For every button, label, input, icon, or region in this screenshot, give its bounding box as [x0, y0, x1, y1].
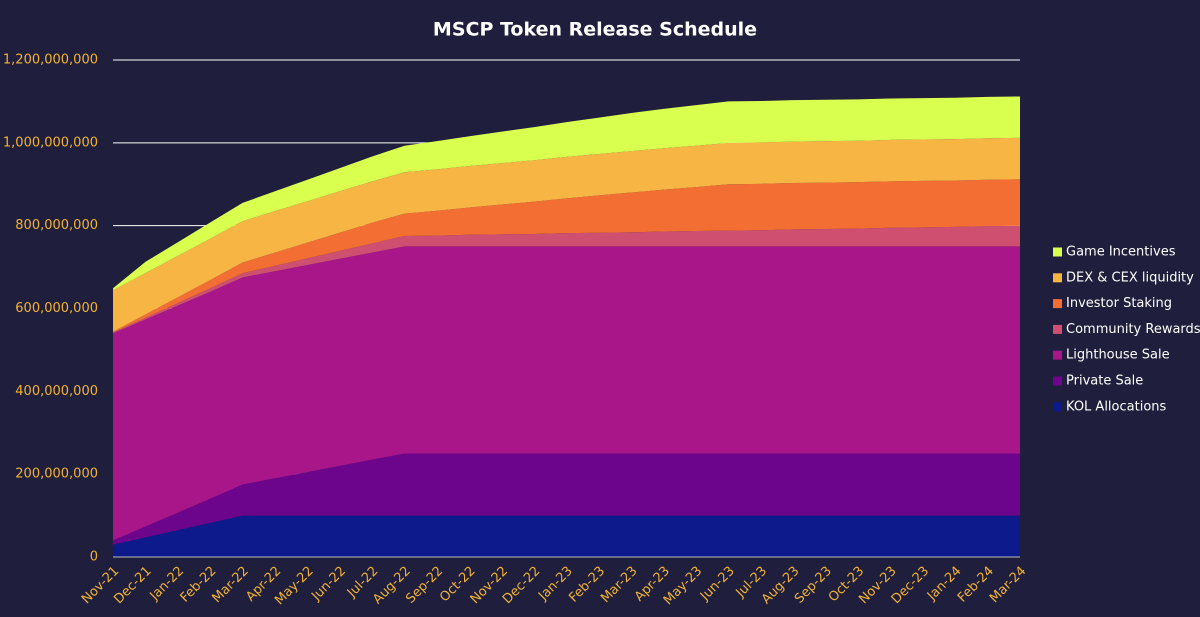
legend-label: Lighthouse Sale [1066, 348, 1170, 363]
legend-swatch [1053, 299, 1062, 309]
legend-swatch [1053, 402, 1062, 412]
y-tick-label: 0 [90, 550, 98, 565]
area [113, 246, 1020, 541]
chart-title: MSCP Token Release Schedule [433, 19, 757, 41]
legend-label: KOL Allocations [1066, 399, 1167, 414]
area [113, 96, 1020, 291]
legend-label: DEX & CEX liquidity [1066, 270, 1194, 285]
legend-swatch [1053, 273, 1062, 283]
y-tick-label: 400,000,000 [15, 384, 98, 399]
legend-swatch [1053, 324, 1062, 334]
area [113, 179, 1020, 333]
legend-swatch [1053, 247, 1062, 257]
y-tick-label: 200,000,000 [15, 467, 98, 482]
legend-swatch [1053, 376, 1062, 386]
area [113, 225, 1020, 334]
y-tick-label: 800,000,000 [15, 218, 98, 233]
legend-swatch [1053, 350, 1062, 360]
y-tick-label: 600,000,000 [15, 301, 98, 316]
legend-label: Community Rewards [1066, 322, 1200, 337]
area [113, 137, 1020, 332]
legend-label: Investor Staking [1066, 296, 1172, 311]
area [113, 515, 1020, 557]
y-tick-label: 1,000,000,000 [3, 135, 98, 150]
area [113, 453, 1020, 545]
y-tick-label: 1,200,000,000 [3, 53, 98, 68]
legend-label: Private Sale [1066, 374, 1143, 389]
legend-label: Game Incentives [1066, 245, 1176, 260]
